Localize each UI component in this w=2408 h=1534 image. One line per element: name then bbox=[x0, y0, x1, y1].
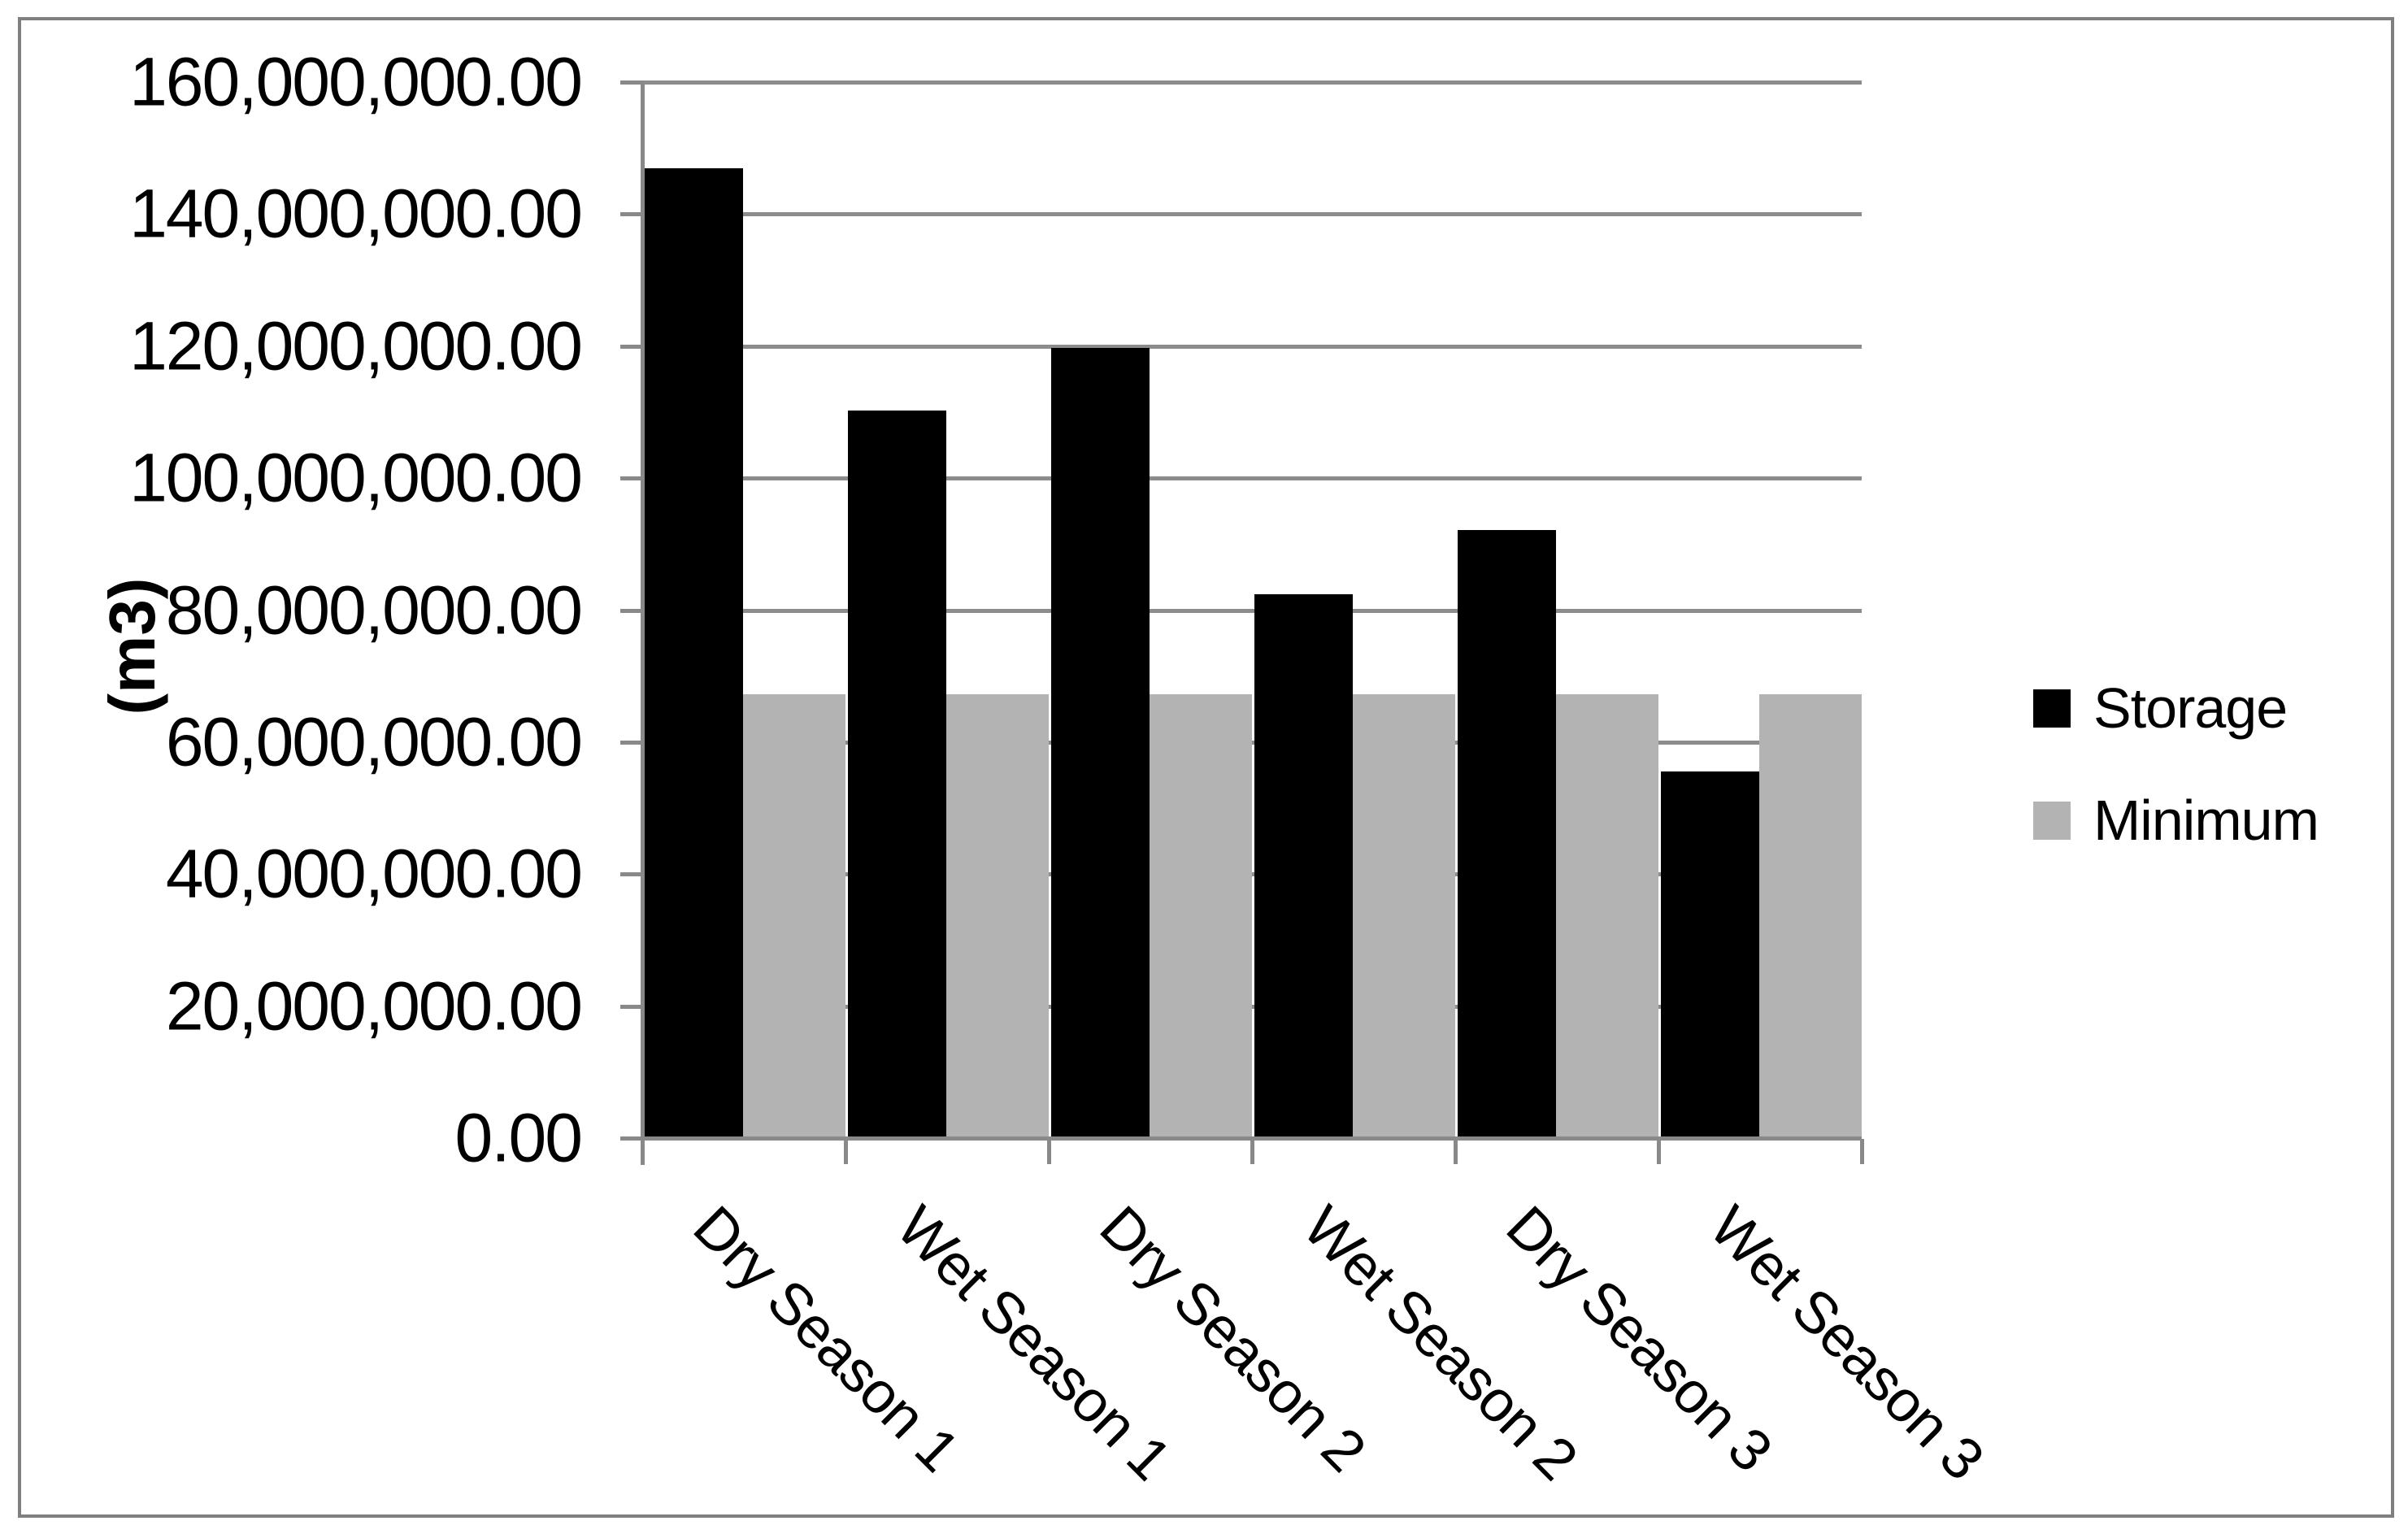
y-axis-tick bbox=[620, 872, 642, 877]
storage-bar bbox=[645, 168, 743, 1138]
legend-swatch-minimum bbox=[2033, 801, 2071, 840]
y-axis-line bbox=[641, 82, 645, 1165]
storage-bar bbox=[1051, 348, 1150, 1138]
minimum-bar bbox=[1759, 694, 1862, 1138]
x-axis-tick bbox=[641, 1139, 645, 1164]
y-tick-label: 100,000,000.00 bbox=[129, 439, 583, 516]
storage-bar bbox=[1458, 530, 1556, 1138]
y-tick-label: 40,000,000.00 bbox=[165, 835, 583, 912]
minimum-bar bbox=[1150, 694, 1252, 1138]
y-tick-label: 60,000,000.00 bbox=[165, 703, 583, 780]
y-tick-label: 120,000,000.00 bbox=[129, 307, 583, 385]
minimum-bar bbox=[946, 694, 1049, 1138]
x-axis-tick bbox=[1657, 1139, 1661, 1164]
plot-area bbox=[620, 80, 1864, 1165]
y-axis-tick bbox=[620, 476, 642, 481]
y-axis-tick bbox=[620, 1136, 642, 1141]
x-axis-tick bbox=[1250, 1139, 1254, 1164]
y-tick-label: 80,000,000.00 bbox=[165, 571, 583, 648]
gridline bbox=[642, 740, 1862, 745]
y-axis-tick bbox=[620, 1004, 642, 1009]
y-tick-label: 160,000,000.00 bbox=[129, 43, 583, 120]
gridline bbox=[642, 872, 1862, 877]
y-tick-label: 20,000,000.00 bbox=[165, 967, 583, 1045]
legend-label: Minimum bbox=[2093, 789, 2319, 852]
y-axis-tick bbox=[620, 608, 642, 613]
legend-label: Storage bbox=[2093, 676, 2288, 740]
y-axis-tick bbox=[620, 80, 642, 85]
gridline bbox=[642, 1004, 1862, 1009]
legend-swatch-storage bbox=[2033, 689, 2071, 728]
y-axis-tick bbox=[620, 740, 642, 745]
y-tick-label: 0.00 bbox=[454, 1099, 583, 1176]
y-axis-title: (m3) bbox=[96, 577, 168, 715]
storage-bar bbox=[848, 411, 946, 1138]
gridline bbox=[642, 476, 1862, 481]
storage-bar bbox=[1254, 594, 1353, 1138]
x-axis-tick bbox=[1860, 1139, 1864, 1164]
gridline bbox=[642, 80, 1862, 85]
gridline bbox=[642, 344, 1862, 349]
legend-item: Storage bbox=[2033, 676, 2288, 740]
x-axis-line bbox=[620, 1136, 1862, 1141]
y-axis-tick bbox=[620, 212, 642, 217]
y-tick-label: 140,000,000.00 bbox=[129, 175, 583, 252]
figure-border bbox=[18, 17, 2394, 1518]
y-axis-tick bbox=[620, 344, 642, 349]
x-axis-tick bbox=[1047, 1139, 1051, 1164]
minimum-bar bbox=[1556, 694, 1658, 1138]
x-axis-tick bbox=[1454, 1139, 1458, 1164]
gridline bbox=[642, 212, 1862, 217]
x-axis-tick bbox=[844, 1139, 848, 1164]
minimum-bar bbox=[743, 694, 845, 1138]
minimum-bar bbox=[1353, 694, 1455, 1138]
storage-bar bbox=[1661, 771, 1759, 1138]
gridline bbox=[642, 608, 1862, 613]
legend-item: Minimum bbox=[2033, 789, 2319, 852]
